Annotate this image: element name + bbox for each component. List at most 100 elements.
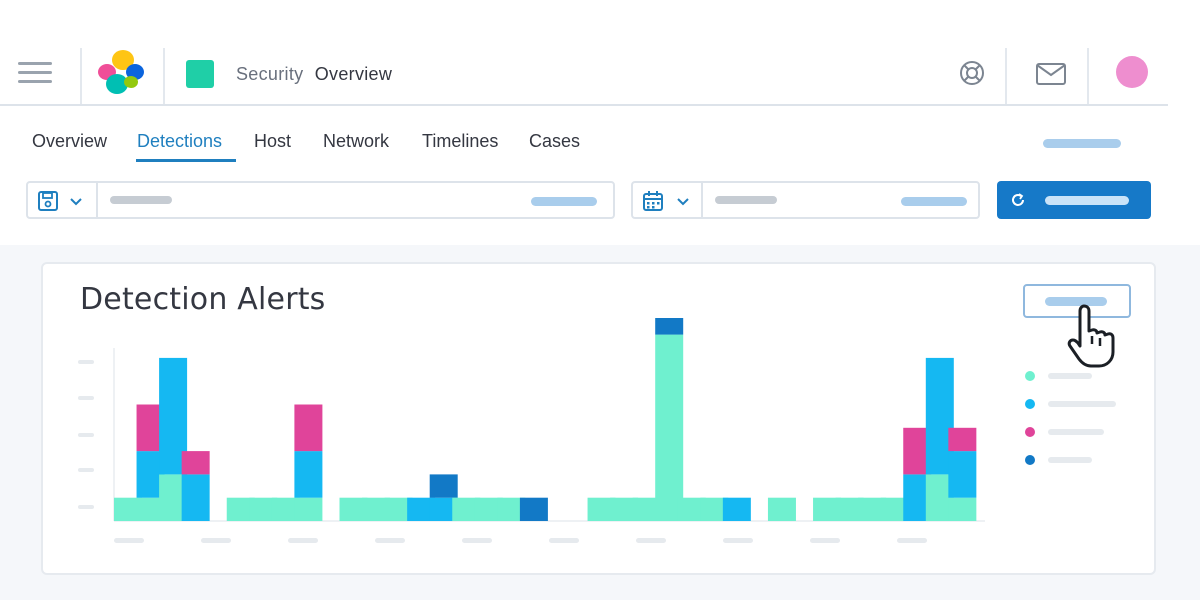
- tab-host[interactable]: Host: [254, 131, 292, 151]
- y-tick-label: [78, 468, 94, 472]
- chart-bar-segment[interactable]: [655, 318, 684, 335]
- x-tick-label: [462, 538, 492, 543]
- chart-bar-segment[interactable]: [587, 497, 616, 521]
- hand-pointer-icon: [1067, 304, 1115, 368]
- detection-alerts-chart: [78, 318, 985, 543]
- chart-bar-segment[interactable]: [249, 497, 278, 521]
- legend-swatch[interactable]: [1025, 427, 1035, 437]
- chevron-down-icon[interactable]: [66, 194, 86, 210]
- legend-label[interactable]: [1048, 401, 1116, 407]
- breadcrumb-current: Overview: [314, 64, 393, 84]
- chart-bar-segment[interactable]: [294, 404, 323, 452]
- panel-action-button[interactable]: [1023, 284, 1131, 318]
- legend-swatch[interactable]: [1025, 455, 1035, 465]
- divider: [1005, 48, 1007, 104]
- chart-bar-segment[interactable]: [858, 497, 887, 521]
- chart-bar-segment[interactable]: [700, 497, 729, 521]
- chart-bar-segment[interactable]: [429, 497, 458, 521]
- x-tick-label: [375, 538, 405, 543]
- date-range-end[interactable]: [901, 197, 967, 206]
- refresh-icon: [1009, 191, 1027, 209]
- chart-bar-segment[interactable]: [632, 497, 661, 521]
- legend-label[interactable]: [1048, 457, 1092, 463]
- legend-swatch[interactable]: [1025, 399, 1035, 409]
- x-axis-ticks: [114, 538, 927, 543]
- chart-bar-segment[interactable]: [384, 497, 413, 521]
- hamburger-menu-icon[interactable]: [18, 62, 52, 84]
- mail-icon[interactable]: [1035, 62, 1067, 86]
- chart-bar-segment[interactable]: [114, 497, 142, 521]
- breadcrumb-app[interactable]: Security: [236, 64, 304, 84]
- chart-bar-segment[interactable]: [880, 497, 909, 521]
- tab-cases[interactable]: Cases: [529, 131, 581, 151]
- chart-bar-segment[interactable]: [294, 497, 323, 521]
- chevron-down-icon[interactable]: [673, 194, 693, 210]
- x-tick-label: [897, 538, 927, 543]
- chart-bars: [114, 318, 977, 521]
- legend-swatch[interactable]: [1025, 371, 1035, 381]
- chart-bar-segment[interactable]: [294, 451, 323, 498]
- chart-bar-segment[interactable]: [677, 497, 706, 521]
- active-tab-indicator: [136, 159, 236, 162]
- refresh-button-label: [1045, 196, 1129, 205]
- saved-query-disk-icon[interactable]: [36, 189, 60, 213]
- tab-network[interactable]: Network: [323, 131, 390, 151]
- tab-detections[interactable]: Detections: [137, 131, 223, 151]
- chart-bar-segment[interactable]: [835, 497, 864, 521]
- chart-bar-segment[interactable]: [948, 451, 977, 498]
- legend-label[interactable]: [1048, 429, 1104, 435]
- chart-bar-segment[interactable]: [767, 497, 796, 521]
- panel-title: Detection Alerts: [80, 282, 326, 317]
- date-range-start[interactable]: [715, 196, 777, 204]
- tab-timelines[interactable]: Timelines: [422, 131, 499, 151]
- detection-alerts-panel: [41, 262, 1156, 575]
- x-tick-label: [288, 538, 318, 543]
- search-action-placeholder[interactable]: [531, 197, 597, 206]
- x-tick-label: [549, 538, 579, 543]
- calendar-icon[interactable]: [641, 189, 665, 213]
- y-tick-label: [78, 505, 94, 509]
- chart-bar-segment[interactable]: [407, 497, 436, 521]
- header-action-placeholder[interactable]: [1043, 139, 1121, 148]
- chart-bar-segment[interactable]: [813, 497, 842, 521]
- space-avatar[interactable]: [186, 60, 214, 88]
- chart-bar-segment[interactable]: [474, 497, 503, 521]
- chart-bar-segment[interactable]: [452, 497, 481, 521]
- y-tick-label: [78, 360, 94, 364]
- chart-bar-segment[interactable]: [610, 497, 639, 521]
- x-tick-label: [723, 538, 753, 543]
- breadcrumb: Security Overview: [236, 64, 392, 85]
- help-lifebuoy-icon[interactable]: [958, 59, 986, 87]
- y-tick-label: [78, 433, 94, 437]
- top-navigation-bar: [0, 30, 1168, 106]
- search-input[interactable]: [110, 196, 172, 204]
- chart-bar-segment[interactable]: [948, 497, 977, 521]
- divider: [163, 48, 165, 104]
- x-tick-label: [201, 538, 231, 543]
- chart-bar-segment[interactable]: [226, 497, 255, 521]
- chart-bar-segment[interactable]: [339, 497, 368, 521]
- chart-bar-segment[interactable]: [429, 474, 458, 498]
- divider: [80, 48, 82, 104]
- chart-bar-segment[interactable]: [362, 497, 391, 521]
- chart-bar-segment[interactable]: [519, 497, 548, 521]
- refresh-button[interactable]: [997, 181, 1151, 219]
- tab-overview[interactable]: Overview: [32, 131, 108, 151]
- chart-bar-segment[interactable]: [181, 474, 210, 521]
- y-tick-label: [78, 396, 94, 400]
- chart-bar-segment[interactable]: [271, 497, 300, 521]
- x-tick-label: [810, 538, 840, 543]
- chart-bar-segment[interactable]: [722, 497, 751, 521]
- chart-bar-segment[interactable]: [136, 497, 165, 521]
- user-avatar[interactable]: [1116, 56, 1148, 88]
- y-axis-ticks: [78, 348, 985, 522]
- chart-bar-segment[interactable]: [948, 427, 977, 452]
- chart-bar-segment[interactable]: [655, 334, 684, 521]
- chart-bar-segment[interactable]: [181, 451, 210, 475]
- x-tick-label: [114, 538, 144, 543]
- chart-bar-segment[interactable]: [497, 497, 526, 521]
- elastic-logo-icon[interactable]: [98, 50, 146, 94]
- x-tick-label: [636, 538, 666, 543]
- legend-label[interactable]: [1048, 373, 1092, 379]
- divider: [1087, 48, 1089, 104]
